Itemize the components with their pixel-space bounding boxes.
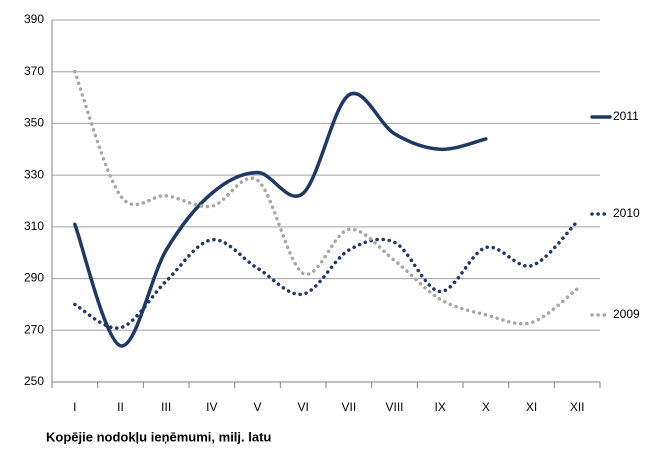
- series-line: [73, 91, 488, 348]
- x-tick-label: V: [253, 400, 261, 414]
- legend-label: 2011: [613, 109, 639, 123]
- x-axis-title: Kopējie nodokļu ieņēmumi, milj. latu: [46, 429, 271, 444]
- x-tick-label: VII: [341, 400, 356, 414]
- y-tick-label: 250: [24, 374, 44, 388]
- y-tick-label: 330: [24, 167, 44, 181]
- x-tick-label: XI: [526, 400, 537, 414]
- x-tick-label: I: [73, 400, 76, 414]
- series-line: [73, 69, 579, 326]
- y-tick-label: 270: [24, 322, 44, 336]
- x-tick-label: IX: [434, 400, 445, 414]
- legend-label: 2010: [613, 206, 640, 220]
- y-tick-label: 310: [24, 219, 44, 233]
- x-tick-label: VI: [297, 400, 308, 414]
- series-line: [73, 219, 579, 330]
- legend-label: 2009: [613, 307, 640, 321]
- x-tick-label: III: [161, 400, 171, 414]
- y-tick-label: 390: [24, 12, 44, 26]
- y-tick-label: 350: [24, 116, 44, 130]
- x-tick-label: VIII: [385, 400, 403, 414]
- x-tick-label: XII: [570, 400, 585, 414]
- x-tick-label: IV: [206, 400, 217, 414]
- x-tick-label: X: [482, 400, 490, 414]
- y-tick-label: 370: [24, 64, 44, 78]
- x-tick-label: II: [117, 400, 124, 414]
- y-tick-label: 290: [24, 271, 44, 285]
